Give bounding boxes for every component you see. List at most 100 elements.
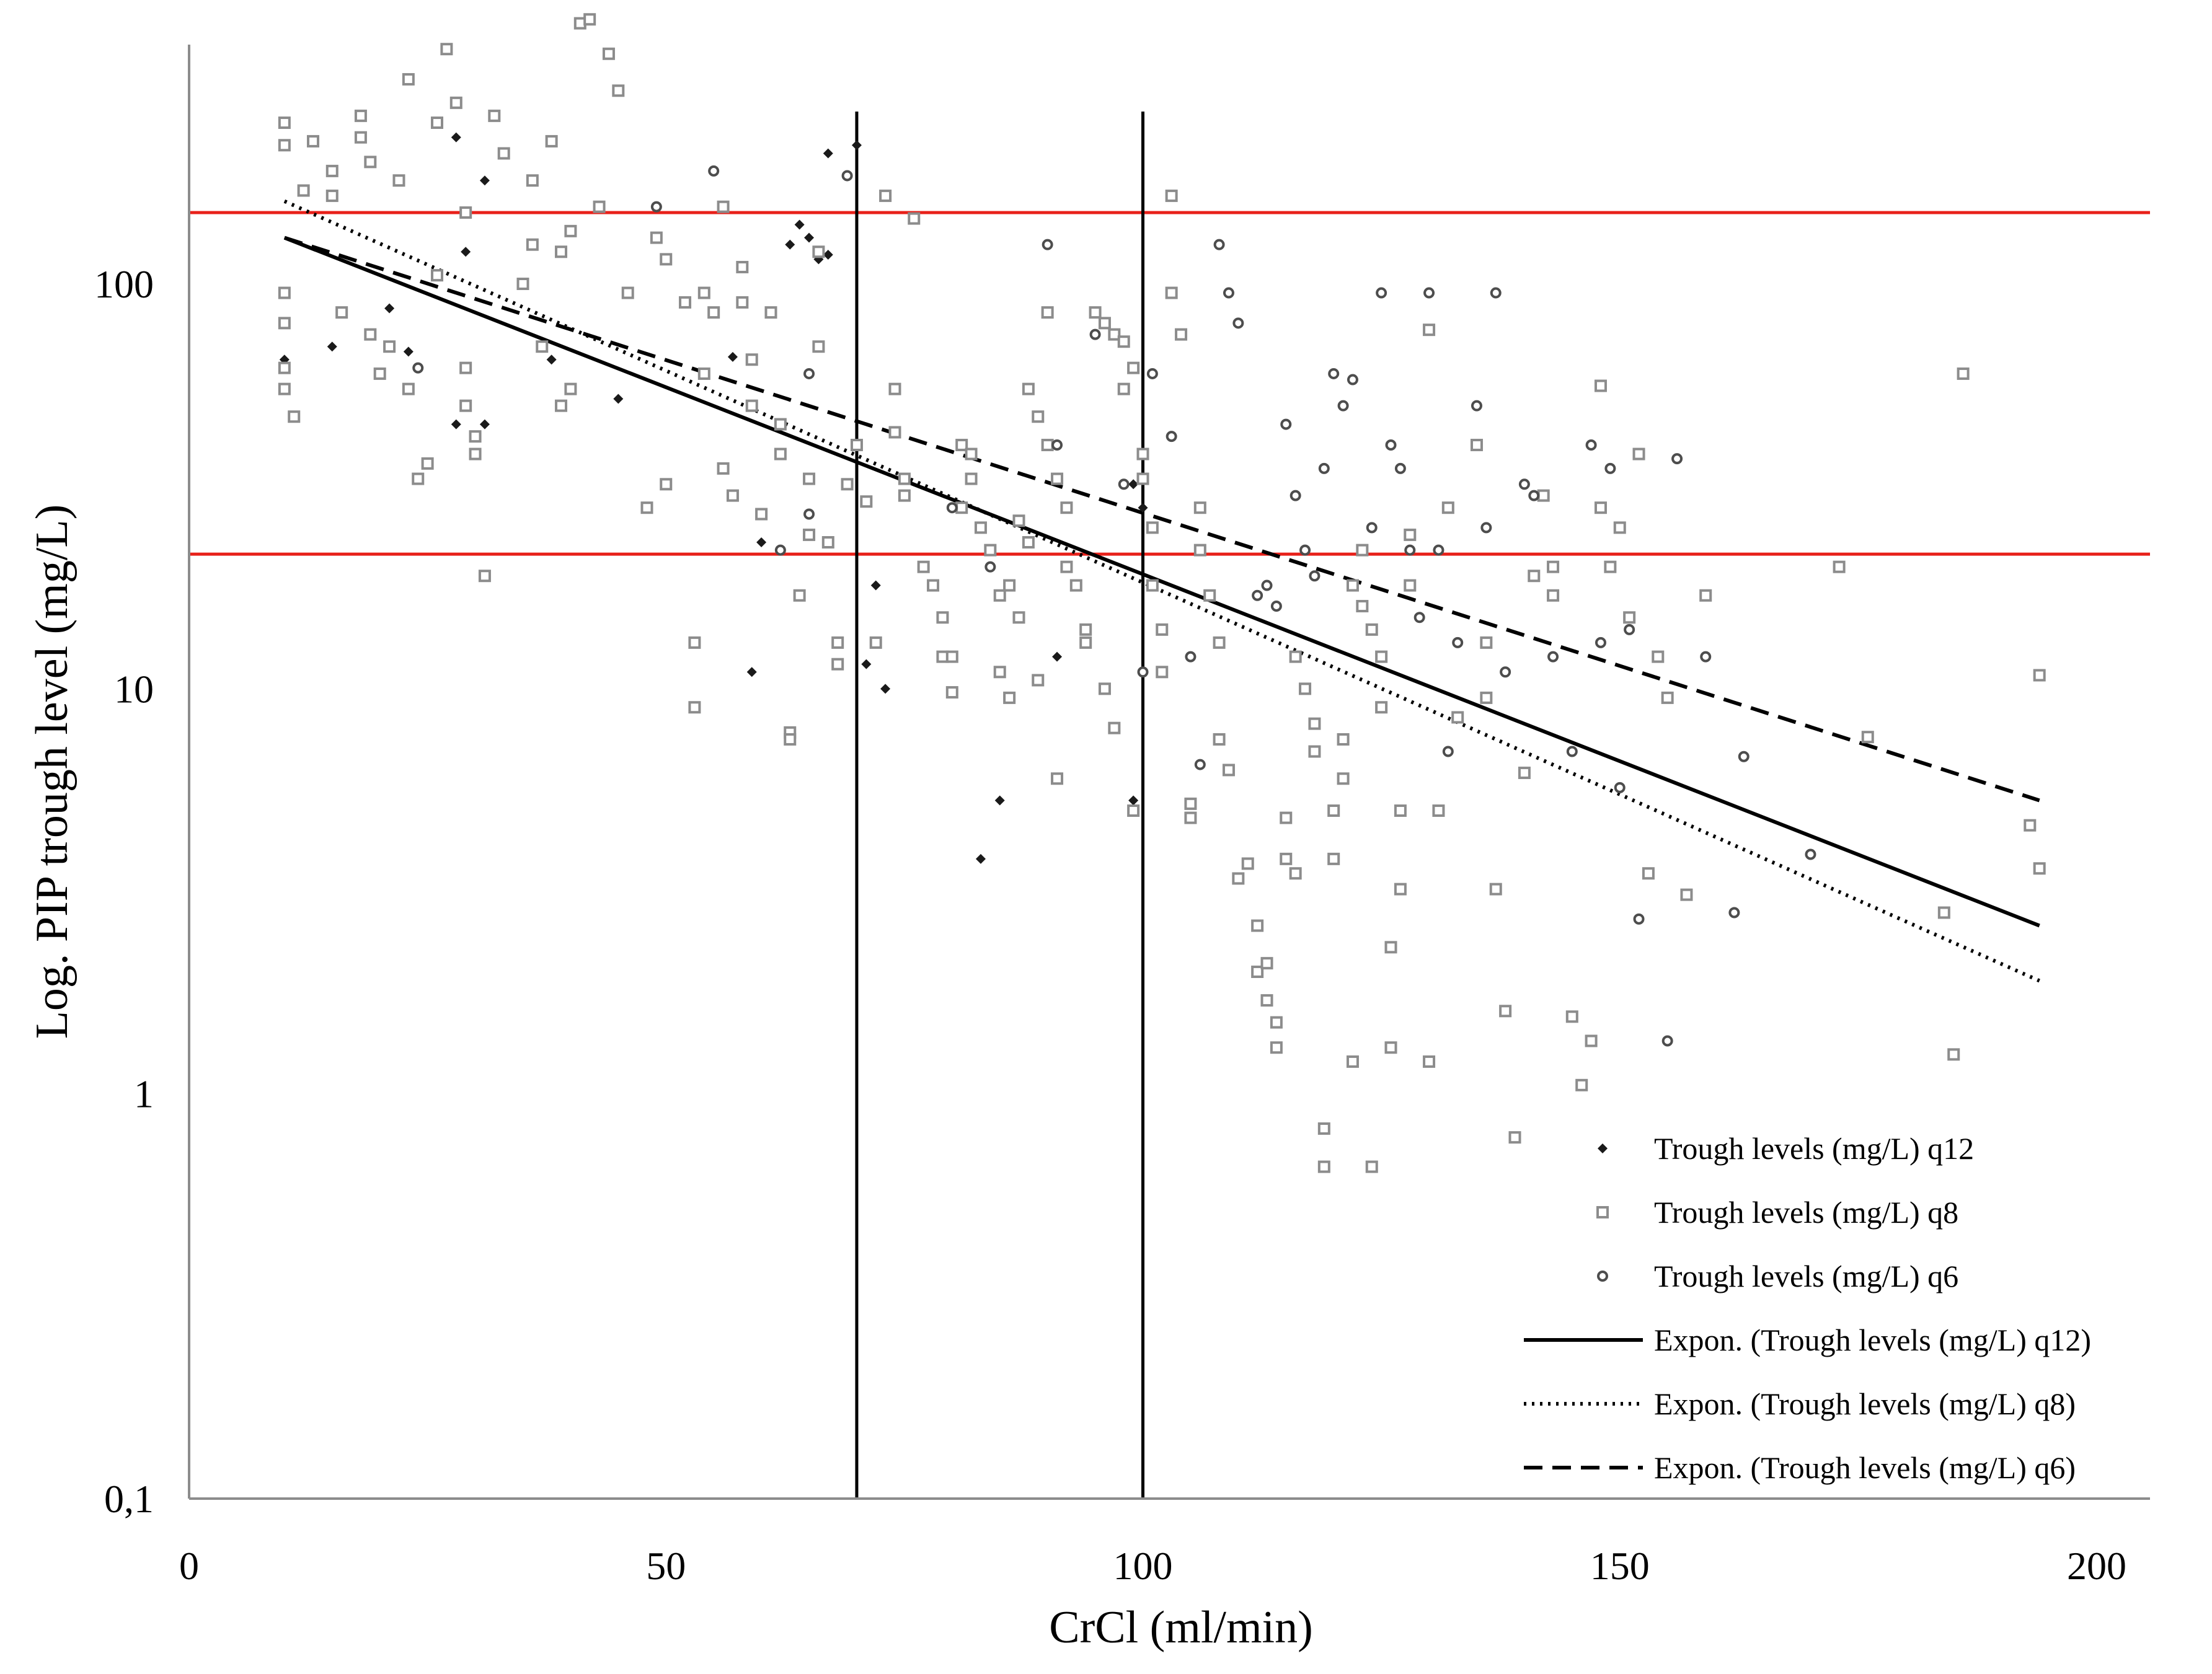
data-point-square [831,636,844,649]
data-point-square [449,96,462,109]
legend-label: Expon. (Trough levels (mg/L) q8) [1654,1386,2076,1421]
legend-marker-circle [1597,1271,1608,1282]
data-point-square [955,501,968,514]
data-point-square [1480,691,1493,704]
data-point-circle [1452,637,1464,648]
data-point-square [1547,560,1560,573]
data-point-circle [1585,439,1597,451]
data-point-circle [946,502,958,514]
data-point-circle [984,561,996,573]
data-point-circle [1347,374,1358,385]
data-point-circle [1738,751,1750,762]
data-point-square [927,579,940,592]
data-point-square [278,286,291,299]
data-point-square [583,13,596,26]
data-point-square [688,636,701,649]
data-point-circle [1471,400,1482,412]
data-point-circle [1328,368,1340,379]
data-point-square [965,447,978,460]
data-point-diamond [823,250,833,260]
data-point-square [1156,666,1169,679]
data-point-square [1022,536,1035,549]
data-point-circle [1261,579,1273,591]
data-point-circle [1223,287,1234,299]
data-point-square [1270,1016,1283,1029]
x-tick-label: 150 [1590,1544,1650,1588]
data-point-square [821,536,834,549]
data-point-square [688,701,701,714]
data-point-square [278,361,291,374]
data-point-square [1079,623,1092,636]
data-point-square [707,306,720,319]
legend-entry: Trough levels (mg/L) q8 [1596,1195,1958,1230]
legend-label: Trough levels (mg/L) q12 [1654,1131,1974,1166]
data-point-square [1680,888,1693,901]
data-point-square [402,73,415,86]
data-point-square [1032,410,1045,423]
data-point-circle [1661,1035,1673,1047]
data-point-square [736,260,749,273]
data-point-square [1146,579,1159,592]
data-point-square [1594,379,1607,392]
data-point-square [1203,589,1216,602]
data-point-square [717,200,730,213]
data-point-square [1356,544,1369,557]
data-point-square [1213,733,1226,746]
data-point-square [1193,544,1206,557]
data-point-circle [1728,907,1740,918]
data-point-square [1012,611,1025,624]
data-point-square [1384,941,1397,954]
data-point-square [717,462,730,475]
data-point-circle [1166,431,1177,443]
data-point-diamond [861,659,872,669]
data-point-square [1193,501,1206,514]
data-point-square [1508,1131,1521,1144]
data-point-square [307,134,320,148]
data-point-square [412,472,425,485]
data-point-square [888,426,901,439]
data-point-diamond [880,684,891,694]
data-point-square [1375,701,1388,714]
data-point-square [1308,717,1321,730]
data-point-square [431,269,444,282]
data-point-square [1280,852,1293,865]
data-point-circle [1518,478,1530,490]
data-point-square [888,382,901,395]
x-tick-label: 50 [646,1544,686,1588]
data-point-square [297,184,310,197]
data-point-square [898,472,911,485]
data-point-square [1317,1122,1330,1135]
data-point-square [965,472,978,485]
data-point-square [745,399,758,412]
data-point-circle [1528,490,1540,501]
data-point-square [1423,324,1436,337]
data-point-square [1251,919,1264,932]
data-point-square [1289,650,1302,663]
data-point-square [1957,367,1970,380]
data-point-square [1499,1005,1512,1018]
data-point-square [1127,361,1140,374]
data-point-square [764,306,777,319]
data-point-square [1012,514,1025,527]
data-point-square [984,544,997,557]
data-point-square [908,212,921,225]
data-point-square [469,447,482,460]
data-point-square [526,238,539,251]
data-point-square [2033,669,2046,682]
data-point-square [1365,623,1378,636]
data-point-square [774,447,787,460]
data-point-square [1165,189,1178,202]
data-point-square [1937,906,1950,919]
data-point-square [1308,745,1321,758]
data-point-square [1184,811,1197,824]
data-point-circle [1366,522,1378,534]
data-point-square [945,686,958,699]
data-point-square [459,399,472,412]
data-point-circle [1337,400,1349,412]
legend-entry: Expon. (Trough levels (mg/L) q12) [1524,1323,2091,1357]
data-point-circle [1490,287,1502,299]
data-point-square [1069,579,1082,592]
data-point-square [1060,501,1073,514]
data-point-circle [1137,666,1149,678]
data-point-diamond [870,580,881,591]
